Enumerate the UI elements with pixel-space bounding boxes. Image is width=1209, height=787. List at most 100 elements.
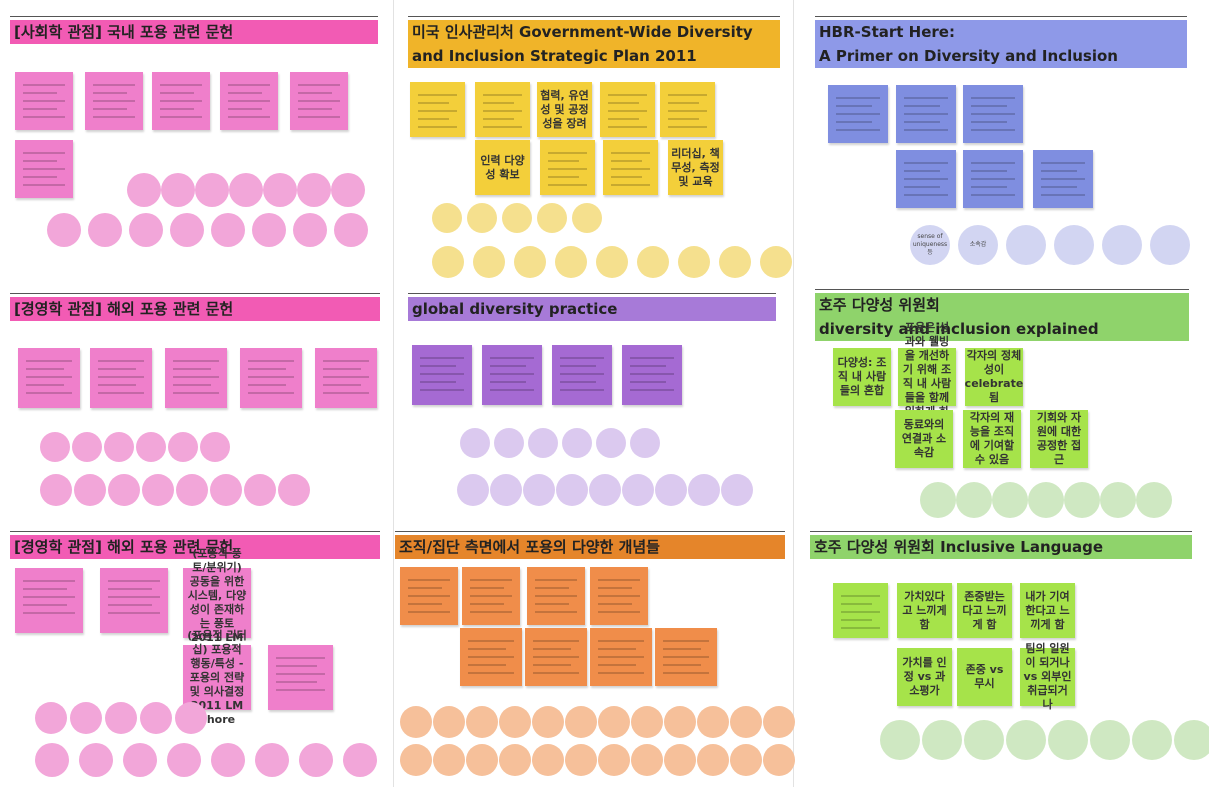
sticky-note: 존중받는다고 느끼게 함 [957, 583, 1012, 638]
circle-note [572, 203, 602, 233]
circle-note [105, 702, 137, 734]
note-scribble [668, 102, 699, 104]
note-scribble [26, 392, 72, 394]
circle-note [655, 474, 687, 506]
circle-note [108, 474, 140, 506]
circle-note [176, 474, 208, 506]
note-scribble [248, 384, 286, 386]
note-scribble [23, 176, 57, 178]
panel-rule [408, 16, 780, 17]
note-scribble [560, 365, 596, 367]
note-scribble [248, 392, 294, 394]
circle-note [35, 702, 67, 734]
circle-note [523, 474, 555, 506]
circle-note [721, 474, 753, 506]
note-scribble [98, 376, 144, 378]
note-scribble [228, 116, 270, 118]
sticky-note [896, 150, 956, 208]
sticky-note [412, 345, 472, 405]
note-scribble [971, 129, 1015, 131]
sticky-note [460, 628, 522, 686]
note-scribble [611, 152, 650, 154]
sticky-note: 다양성: 조직 내 사람들의 혼합 [833, 348, 891, 406]
panel-title: HBR-Start Here: [815, 20, 1187, 44]
circle-note [565, 706, 597, 738]
note-scribble [598, 672, 644, 674]
sticky-note [525, 628, 587, 686]
note-scribble [483, 102, 514, 104]
sticky-note: 가치있다고 느끼게 함 [897, 583, 952, 638]
note-scribble [23, 596, 75, 598]
note-scribble [160, 108, 194, 110]
note-scribble [108, 612, 160, 614]
note-scribble [93, 100, 135, 102]
sticky-note [482, 345, 542, 405]
note-scribble [173, 384, 211, 386]
note-scribble [173, 368, 211, 370]
circle-note [195, 173, 229, 207]
note-scribble [420, 365, 456, 367]
note-scribble [298, 84, 340, 86]
circle-note [598, 706, 630, 738]
circle-note [123, 743, 157, 777]
note-scribble [160, 100, 202, 102]
sticky-note [268, 645, 333, 710]
note-scribble [418, 94, 457, 96]
circle-note [562, 428, 592, 458]
note-scribble [93, 92, 127, 94]
note-scribble [663, 664, 701, 666]
note-scribble [228, 100, 270, 102]
circle-note [278, 474, 310, 506]
circle-note [466, 706, 498, 738]
note-scribble [93, 108, 127, 110]
sticky-note [462, 567, 520, 625]
circle-note [920, 482, 956, 518]
note-scribble [93, 84, 135, 86]
note-scribble [160, 84, 202, 86]
circle-note [763, 706, 795, 738]
note-scribble [904, 97, 948, 99]
note-scribble [26, 384, 64, 386]
note-scribble [904, 113, 948, 115]
note-scribble [630, 365, 666, 367]
note-scribble [228, 108, 262, 110]
note-scribble [598, 640, 644, 642]
sticky-note [400, 567, 458, 625]
circle-note [630, 428, 660, 458]
note-scribble [1041, 170, 1077, 172]
circle-note [88, 213, 122, 247]
note-scribble [533, 672, 579, 674]
note-scribble [323, 384, 361, 386]
note-scribble [160, 116, 202, 118]
note-scribble [598, 579, 640, 581]
panel-rule [408, 293, 776, 294]
note-scribble [276, 681, 317, 683]
circle-note [956, 482, 992, 518]
panel-title: 조직/집단 측면에서 포용의 다양한 개념들 [395, 535, 785, 559]
note-scribble [420, 373, 464, 375]
circle-note [142, 474, 174, 506]
circle-note [433, 744, 465, 776]
sticky-note [828, 85, 888, 143]
note-scribble [408, 579, 450, 581]
note-scribble [611, 168, 650, 170]
circle-note [528, 428, 558, 458]
circle-note [631, 744, 663, 776]
note-scribble [663, 656, 709, 658]
circle-note [400, 706, 432, 738]
sticky-note [15, 568, 83, 633]
note-scribble [971, 121, 1007, 123]
circle-note [589, 474, 621, 506]
note-scribble [611, 176, 642, 178]
note-scribble [323, 360, 369, 362]
panel-title: 미국 인사관리처 Government-Wide Diversity [408, 20, 780, 44]
note-scribble [608, 118, 639, 120]
circle-note [255, 743, 289, 777]
note-scribble [23, 168, 65, 170]
note-scribble [468, 656, 514, 658]
note-scribble [173, 360, 219, 362]
sticky-note [540, 140, 595, 195]
panel-title: 호주 다양성 위원회 [815, 293, 1189, 317]
sticky-note [600, 82, 655, 137]
circle-note [760, 246, 792, 278]
